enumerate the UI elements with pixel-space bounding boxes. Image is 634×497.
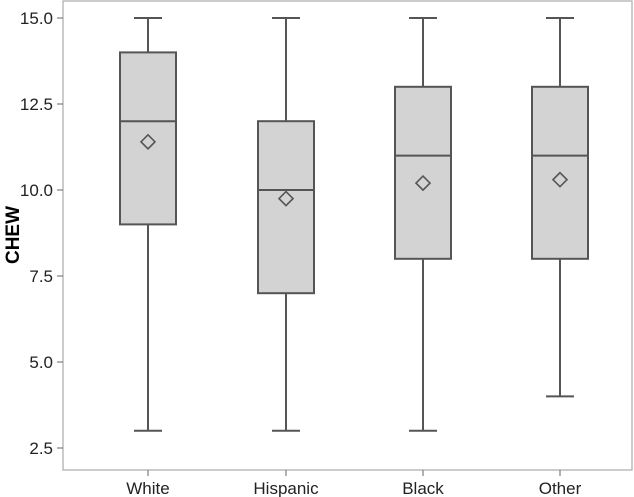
y-tick-label: 2.5 (29, 439, 53, 458)
y-tick-label: 7.5 (29, 267, 53, 286)
mean-marker (414, 174, 432, 192)
y-axis: 2.5 5.0 7.5 10.0 12.5 15.0 (20, 9, 63, 458)
iqr-box (257, 120, 315, 295)
iqr-box (119, 51, 177, 226)
x-tick-label: Hispanic (253, 479, 319, 497)
x-tick-label: Black (402, 479, 444, 497)
mean-marker (139, 133, 157, 150)
x-tick-label: Other (539, 479, 582, 497)
y-tick-label: 10.0 (20, 181, 53, 200)
y-tick-label: 5.0 (29, 353, 53, 372)
boxes (119, 17, 589, 432)
mean-marker (277, 190, 295, 207)
y-tick-label: 15.0 (20, 9, 53, 28)
box-group-other (531, 17, 589, 398)
box-group-hispanic (257, 17, 315, 432)
y-tick-label: 12.5 (20, 95, 53, 114)
mean-marker (551, 171, 569, 188)
box-group-black (394, 17, 452, 432)
x-tick-label: White (126, 479, 169, 497)
y-axis-title: CHEW (3, 206, 24, 264)
iqr-box (394, 85, 452, 260)
plot-frame (62, 0, 633, 471)
box-group-white (119, 17, 177, 432)
x-axis: White Hispanic Black Other (126, 470, 582, 497)
